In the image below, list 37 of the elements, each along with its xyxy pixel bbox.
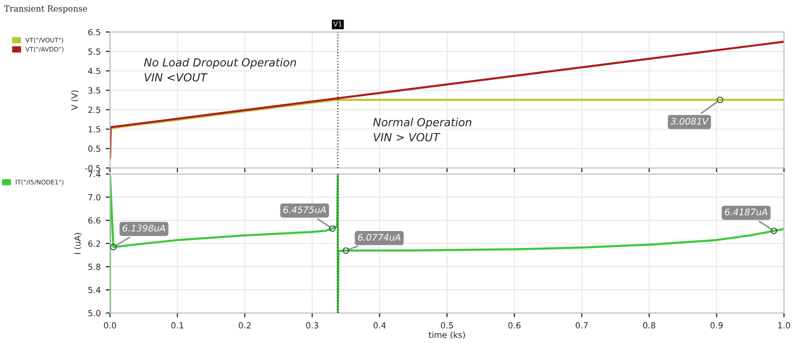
y-tick-label: 7.0	[88, 194, 100, 200]
x-tick-label: 0.6	[508, 322, 520, 328]
y-tick-label: 4.5	[88, 68, 100, 74]
y-tick-label: 5.8	[88, 264, 100, 270]
annotation: 6.1398uA	[122, 224, 166, 232]
annotation: 3.0081V	[670, 118, 709, 125]
annotation: 6.4187uA	[724, 208, 768, 216]
y-tick-label: 2.5	[88, 106, 100, 113]
x-tick-label: 0.4	[374, 322, 386, 328]
x-tick-label: 1.0	[778, 322, 790, 328]
y-tick-label: 3.5	[88, 87, 100, 94]
x-tick-label: 0.3	[306, 322, 318, 328]
y-axis-title: V (V)	[71, 90, 79, 110]
y-tick-label: 1.5	[88, 126, 100, 132]
x-tick-label: 0.8	[643, 322, 656, 328]
y-axis-title: I (uA)	[74, 232, 82, 254]
x-tick-label: 0.5	[440, 322, 453, 328]
x-tick-label: 0.9	[710, 322, 723, 328]
y-tick-label: -0.5	[85, 164, 100, 172]
y-tick-label: 0.5	[88, 146, 100, 152]
annotation: No Load Dropout Operation VIN <VOUT	[144, 58, 296, 82]
y-tick-label: 6.6	[88, 217, 100, 224]
x-tick-label: 0.0	[104, 322, 116, 328]
x-tick-label: 0.1	[171, 322, 184, 328]
annotation: Normal Operation VIN > VOUT	[373, 118, 472, 142]
annotation: 6.4575uA	[283, 206, 326, 214]
y-tick-label: 5.5	[88, 48, 100, 55]
y-tick-label: 6.5	[88, 28, 100, 36]
x-tick-label: 0.2	[238, 322, 251, 328]
annotation: 6.0774uA	[358, 234, 400, 241]
x-tick-label: 0.7	[576, 322, 588, 328]
chart-title: Transient Response	[4, 5, 88, 14]
y-tick-label: 5.0	[88, 310, 100, 316]
y-tick-label: 6.2	[88, 240, 100, 247]
x-axis-title: time (ks)	[428, 331, 465, 339]
y-tick-label: 7.4	[88, 171, 101, 178]
y-tick-label: 5.4	[88, 286, 101, 294]
